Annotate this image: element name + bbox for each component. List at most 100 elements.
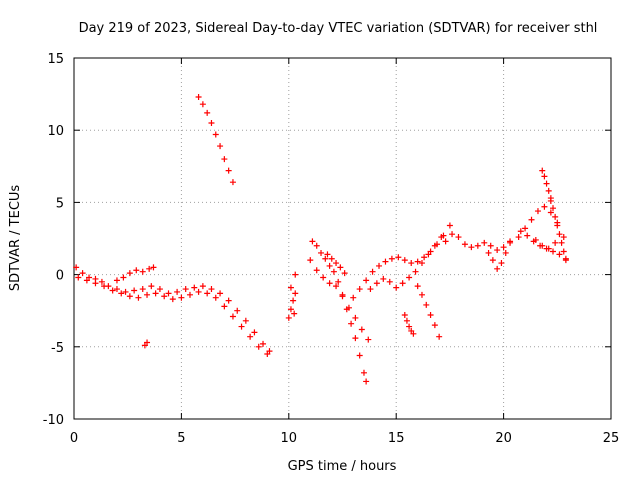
tick-marks <box>73 57 612 420</box>
data-point <box>204 109 211 116</box>
data-point <box>543 180 550 187</box>
data-point <box>352 314 359 321</box>
data-point <box>560 234 567 241</box>
y-tick-label: 10 <box>47 124 64 139</box>
data-point <box>386 278 393 285</box>
data-point <box>373 280 380 287</box>
data-point <box>376 262 383 269</box>
data-point <box>401 312 408 319</box>
data-point <box>161 293 168 300</box>
x-tick-label: 10 <box>281 431 298 446</box>
data-point <box>225 167 232 174</box>
data-point <box>367 286 374 293</box>
data-point <box>178 294 185 301</box>
data-point <box>515 234 522 241</box>
data-point <box>234 307 241 314</box>
data-point <box>382 258 389 265</box>
data-point <box>242 317 249 324</box>
data-series <box>113 264 157 284</box>
data-point <box>552 239 559 246</box>
y-tick-labels: -10 -5 0 5 10 15 <box>43 52 64 428</box>
x-tick-label: 25 <box>603 431 620 446</box>
data-point <box>431 322 438 329</box>
data-point <box>199 283 206 290</box>
data-point <box>191 284 198 291</box>
data-series <box>307 257 372 343</box>
data-point <box>498 260 505 267</box>
data-point <box>431 242 438 249</box>
data-point <box>556 251 563 258</box>
data-point <box>165 290 172 297</box>
data-point <box>360 369 367 376</box>
data-series <box>195 93 236 186</box>
data-point <box>92 280 99 287</box>
data-series <box>401 312 417 337</box>
data-point <box>339 293 346 300</box>
data-point <box>539 242 546 249</box>
data-point <box>410 330 417 337</box>
data-point <box>290 297 297 304</box>
data-point <box>313 242 320 249</box>
data-points <box>73 93 569 385</box>
data-series <box>539 167 554 202</box>
data-point <box>423 301 430 308</box>
data-point <box>264 351 271 358</box>
data-series <box>350 222 453 301</box>
data-point <box>144 291 151 298</box>
data-point <box>139 286 146 293</box>
data-point <box>414 258 421 265</box>
data-point <box>489 257 496 264</box>
data-point <box>135 294 142 301</box>
data-point <box>113 277 120 284</box>
data-point <box>363 378 370 385</box>
data-point <box>438 234 445 241</box>
data-point <box>358 326 365 333</box>
data-point <box>174 288 181 295</box>
x-tick-label: 0 <box>70 431 78 446</box>
data-point <box>146 265 153 272</box>
data-point <box>356 352 363 359</box>
data-point <box>562 257 569 264</box>
data-point <box>322 255 329 262</box>
data-series <box>141 339 151 349</box>
y-tick-label: -10 <box>43 413 64 428</box>
data-point <box>494 247 501 254</box>
data-point <box>528 216 535 223</box>
data-point <box>75 274 82 281</box>
data-point <box>446 222 453 229</box>
data-point <box>481 239 488 246</box>
data-series <box>532 236 559 252</box>
data-point <box>403 317 410 324</box>
x-tick-label: 20 <box>495 431 512 446</box>
plot-frame <box>73 57 612 420</box>
data-point <box>365 336 372 343</box>
data-point <box>337 264 344 271</box>
data-point <box>328 255 335 262</box>
data-point <box>552 213 559 220</box>
data-point <box>550 205 557 212</box>
data-point <box>556 231 563 238</box>
data-point <box>333 260 340 267</box>
data-point <box>560 248 567 255</box>
data-point <box>150 264 157 271</box>
data-point <box>427 312 434 319</box>
data-point <box>345 304 352 311</box>
data-point <box>126 293 133 300</box>
data-point <box>326 280 333 287</box>
data-series <box>285 284 299 321</box>
data-series <box>309 238 370 385</box>
data-point <box>212 294 219 301</box>
x-tick-label: 15 <box>388 431 405 446</box>
data-point <box>442 238 449 245</box>
data-point <box>330 268 337 275</box>
data-point <box>113 286 120 293</box>
data-point <box>122 288 129 295</box>
data-point <box>182 286 189 293</box>
data-point <box>208 286 215 293</box>
data-point <box>208 119 215 126</box>
data-point <box>412 268 419 275</box>
data-point <box>186 291 193 298</box>
data-point <box>238 323 245 330</box>
chart-title: Day 219 of 2023, Sidereal Day-to-day VTE… <box>79 21 598 36</box>
